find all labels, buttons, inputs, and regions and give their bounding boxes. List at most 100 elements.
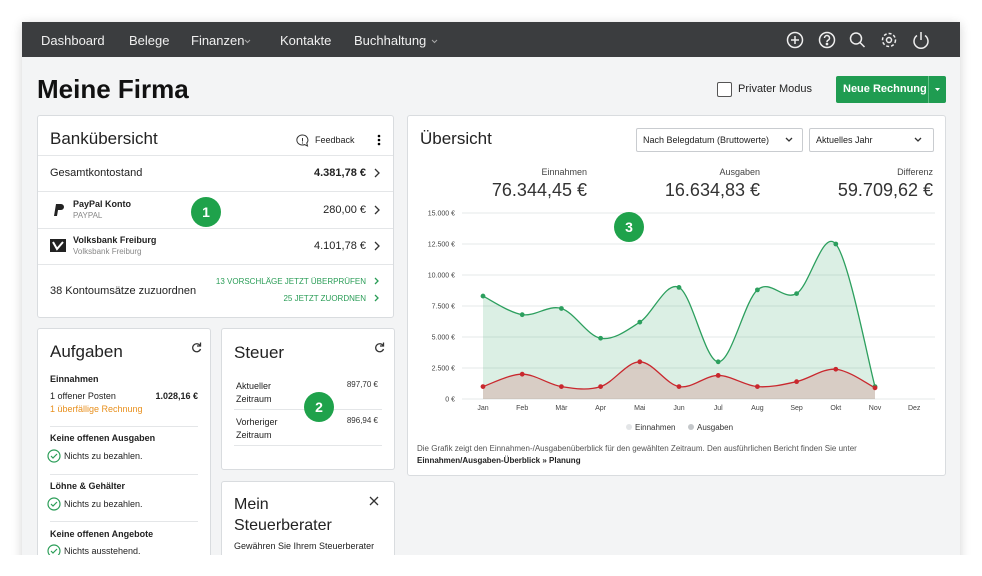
point	[519, 312, 525, 318]
y-tick-label: 15.000 €	[428, 211, 455, 218]
report-link[interactable]: Einnahmen/Ausgaben-Überblick » Planung	[417, 456, 581, 465]
point	[755, 287, 760, 293]
legend-label: Ausgaben	[697, 423, 733, 432]
account-name[interactable]: Volksbank Freiburg	[73, 235, 157, 245]
top-nav	[22, 22, 960, 57]
nav-item[interactable]: Kontakte	[280, 33, 332, 48]
point	[833, 241, 839, 247]
point	[794, 379, 799, 385]
tasks-card	[37, 328, 211, 555]
tax-label: Vorheriger Zeitraum	[236, 417, 278, 440]
step-badge: 1	[191, 197, 221, 227]
checkbox[interactable]	[717, 82, 732, 97]
card-title: Steuer	[234, 343, 285, 362]
task-heading: Keine offenen Ausgaben	[50, 433, 156, 443]
stat-label: Einnahmen	[541, 167, 587, 177]
point	[480, 384, 486, 389]
task-heading: Keine offenen Angebote	[50, 529, 154, 539]
dropdown-label[interactable]: Aktuelles Jahr	[816, 135, 873, 145]
x-tick-label: Okt	[830, 405, 841, 412]
dropdown[interactable]	[809, 128, 934, 152]
dropdown-label[interactable]: Nach Belegdatum (Bruttowerte)	[643, 135, 770, 145]
stat-label: Differenz	[897, 167, 933, 177]
account-amount: 280,00 €	[323, 204, 366, 216]
suggestions-link[interactable]: 13 VORSCHLÄGE JETZT ÜBERPRÜFEN	[215, 277, 366, 286]
primary-button[interactable]	[836, 76, 946, 103]
divider	[50, 521, 198, 522]
divider	[38, 264, 393, 265]
divider	[50, 426, 198, 427]
point	[715, 359, 721, 365]
step-badge: 2	[304, 392, 334, 422]
step-badge: 3	[614, 212, 644, 242]
check-icons	[47, 449, 61, 555]
point	[598, 335, 603, 341]
card-title: Aufgaben	[50, 342, 123, 361]
card-title: Mein Steuerberater	[234, 496, 332, 534]
button-label[interactable]: Neue Rechnung	[843, 83, 927, 95]
app: Dashboard Belege Finanzen Kontakte Buchh…	[22, 22, 960, 556]
volksbank-logo	[50, 239, 66, 252]
x-tick-label: Jan	[477, 405, 488, 412]
point	[794, 291, 799, 296]
legend-dot	[626, 424, 632, 430]
stat-label: Ausgaben	[719, 167, 760, 177]
x-tick-label: Feb	[516, 405, 528, 412]
point	[637, 359, 643, 365]
account-name[interactable]: PayPal Konto	[73, 199, 132, 209]
assign-link[interactable]: 25 JETZT ZUORDNEN	[283, 294, 366, 303]
tax-value: 896,94 €	[346, 416, 378, 425]
task-status: Nichts ausstehend.	[64, 546, 141, 556]
nav-item[interactable]: Dashboard	[41, 33, 105, 48]
x-tick-label: Mai	[634, 405, 646, 412]
logout-icon[interactable]	[913, 32, 929, 49]
page-title: Meine Firma	[37, 74, 189, 104]
tax-label: Aktueller Zeitraum	[236, 381, 272, 404]
x-tick-label: Jul	[714, 405, 723, 412]
settings-icon[interactable]	[881, 32, 897, 48]
paypal-logo	[54, 204, 64, 216]
point	[872, 385, 878, 391]
point	[637, 319, 643, 325]
point	[833, 366, 839, 372]
dropdown[interactable]	[636, 128, 803, 152]
dropdown-caret	[244, 39, 251, 44]
checkbox-label[interactable]: Privater Modus	[738, 83, 812, 95]
account-sub: PAYPAL	[73, 211, 103, 220]
search-icon[interactable]	[849, 32, 866, 48]
nav-item[interactable]: Belege	[129, 33, 170, 48]
overdue-link[interactable]: 1 überfällige Rechnung	[50, 404, 143, 414]
area	[483, 361, 875, 399]
unassigned-label: 38 Kontoumsätze zuzuordnen	[50, 285, 197, 297]
button-divider	[928, 76, 929, 103]
point	[755, 384, 760, 389]
feedback-link[interactable]: Feedback	[315, 135, 355, 145]
nav-item[interactable]: Finanzen	[191, 33, 245, 48]
help-icon[interactable]	[818, 31, 836, 49]
point	[676, 384, 682, 389]
nav-item[interactable]: Buchhaltung	[354, 33, 427, 48]
x-tick-label: Mär	[555, 405, 568, 412]
task-item[interactable]: 1 offener Posten	[50, 391, 116, 401]
x-tick-label: Sep	[790, 405, 803, 412]
y-tick-label: 5.000 €	[432, 335, 455, 342]
refresh-icon[interactable]	[374, 342, 385, 353]
chart-note: Die Grafik zeigt den Einnahmen-/Ausgaben…	[417, 444, 857, 453]
total-label: Gesamtkontostand	[50, 167, 143, 179]
x-tick-label: Nov	[869, 405, 882, 412]
add-icon[interactable]	[786, 31, 804, 49]
dropdown-caret	[431, 39, 438, 44]
button-caret[interactable]	[934, 87, 941, 92]
task-heading: Einnahmen	[50, 374, 99, 384]
close-icon[interactable]	[369, 496, 379, 506]
feedback-icon[interactable]	[296, 134, 309, 147]
x-tick-label: Apr	[595, 405, 607, 412]
point	[715, 373, 721, 378]
more-menu[interactable]	[377, 134, 381, 146]
point	[598, 384, 603, 389]
chevrons	[374, 168, 380, 302]
refresh-icon[interactable]	[191, 342, 202, 353]
stat-value: 59.709,62 €	[837, 180, 933, 200]
card-title: Übersicht	[420, 129, 492, 148]
